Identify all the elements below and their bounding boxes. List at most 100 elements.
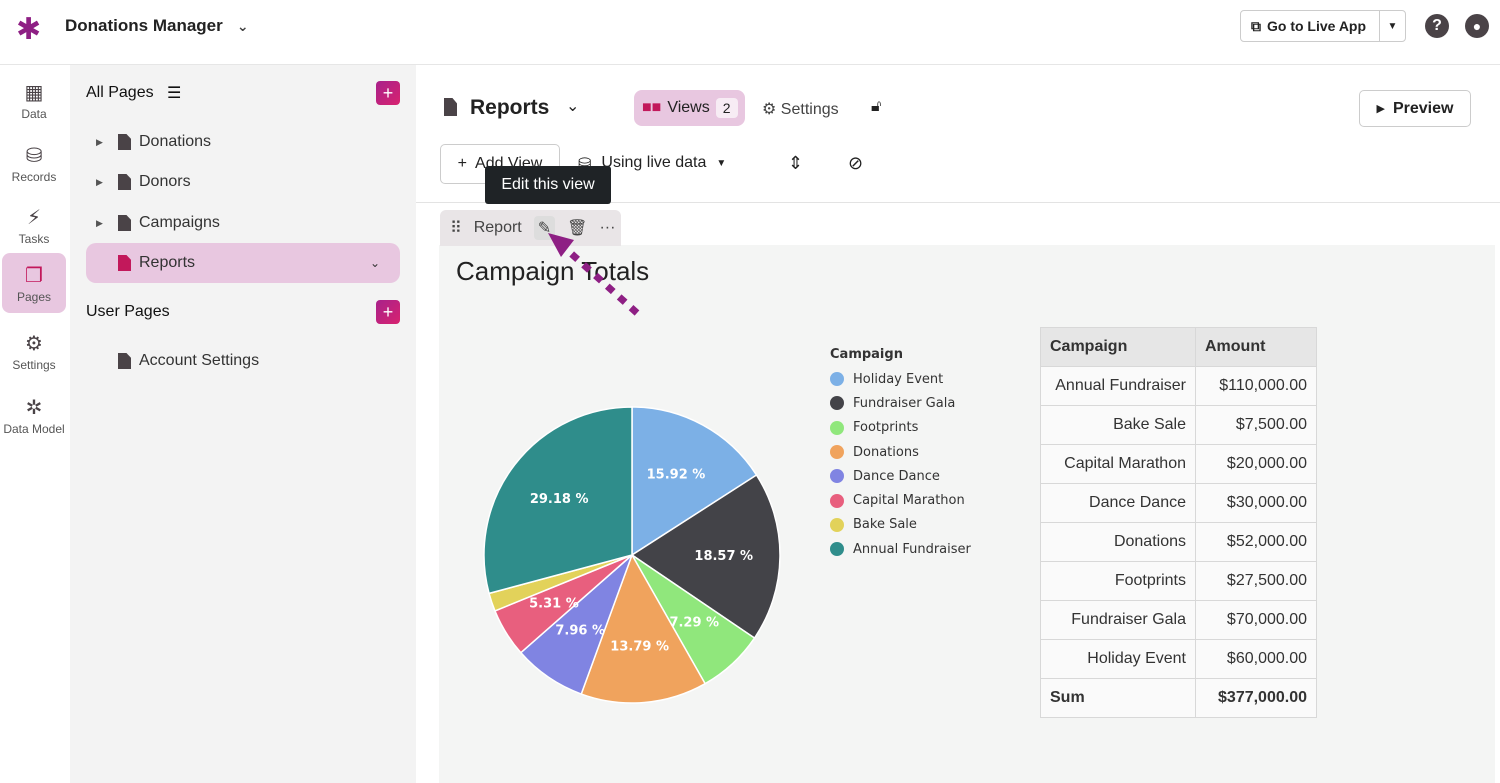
table-row: Footprints $27,500.00 <box>1040 561 1317 601</box>
cell-amount: $7,500.00 <box>1195 405 1317 445</box>
caret-right-icon[interactable]: ▶ <box>96 217 103 228</box>
edit-pencil-icon[interactable]: ✎ <box>533 216 556 240</box>
bolt-icon: ⚡ <box>26 206 42 229</box>
table-row: Fundraiser Gala $70,000.00 <box>1040 600 1317 640</box>
filter-icon[interactable]: ☰ <box>166 85 182 102</box>
pie-slice-label: 5.31 % <box>529 596 579 611</box>
pie-slice-label: 13.79 % <box>610 639 669 654</box>
settings-tab[interactable]: ⚙ Settings <box>762 99 839 119</box>
legend-item[interactable]: Donations <box>830 440 971 464</box>
table-row: Holiday Event $60,000.00 <box>1040 639 1317 679</box>
page-title: Reports <box>470 96 550 119</box>
page-menu-chevron-icon[interactable]: ⌄ <box>566 98 580 115</box>
pie-slice-label: 7.29 % <box>669 615 719 630</box>
chevron-down-icon[interactable]: ⌄ <box>369 256 380 270</box>
plus-icon: + <box>457 155 468 172</box>
caret-right-icon[interactable]: ▶ <box>96 136 103 147</box>
cell-campaign: Footprints <box>1040 561 1196 601</box>
external-link-icon: ⧉ <box>1251 17 1261 34</box>
graph-icon: ✲ <box>25 396 43 419</box>
pie-slice[interactable] <box>630 473 781 640</box>
rail-item-settings[interactable]: ⚙ Settings <box>2 321 66 381</box>
views-count-badge: 2 <box>715 98 738 118</box>
legend-item[interactable]: Holiday Event <box>830 367 971 391</box>
rail-item-tasks[interactable]: ⚡ Tasks <box>2 195 66 255</box>
all-pages-title: All Pages <box>86 84 154 101</box>
cell-campaign: Capital Marathon <box>1040 444 1196 484</box>
rail-label: Settings <box>12 357 56 372</box>
view-tab-report: ⠿ Report ✎ 🗑︎ ··· <box>440 210 621 246</box>
legend-swatch <box>830 396 844 411</box>
pie-slice[interactable] <box>580 553 707 704</box>
pie-slice[interactable] <box>631 406 758 557</box>
go-live-dropdown-button[interactable]: ▼ <box>1387 20 1398 32</box>
row-height-icon[interactable]: ⇕ <box>788 153 804 173</box>
pie-slice-label: 18.57 % <box>694 549 753 564</box>
help-icon[interactable]: ? <box>1425 14 1449 38</box>
sum-value: $377,000.00 <box>1195 678 1317 718</box>
legend-label: Capital Marathon <box>853 493 965 509</box>
legend-title: Campaign <box>830 347 903 362</box>
legend-item[interactable]: Dance Dance <box>830 464 971 488</box>
cell-campaign: Donations <box>1040 522 1196 562</box>
legend-item[interactable]: Capital Marathon <box>830 488 971 512</box>
page-label: Donations <box>139 133 212 150</box>
cell-amount: $60,000.00 <box>1195 639 1317 679</box>
page-item-campaigns[interactable]: ▶ Campaigns <box>86 203 400 243</box>
app-switcher[interactable]: Donations Manager ⌄ <box>65 16 249 36</box>
page-item-donations[interactable]: ▶ Donations <box>86 122 400 162</box>
page-item-reports[interactable]: Reports ⌄ <box>86 243 400 283</box>
legend-swatch <box>830 445 844 460</box>
drag-handle-icon[interactable]: ⠿ <box>450 220 462 237</box>
document-icon <box>118 134 131 150</box>
add-page-button[interactable]: + <box>376 81 400 105</box>
document-icon <box>118 174 131 190</box>
cell-amount: $30,000.00 <box>1195 483 1317 523</box>
caret-right-icon[interactable]: ▶ <box>96 176 103 187</box>
go-live-label: Go to Live App <box>1267 18 1367 34</box>
page-label: Account Settings <box>139 352 260 369</box>
tag-off-icon[interactable]: ⊘ <box>848 153 864 173</box>
legend-item[interactable]: Footprints <box>830 416 971 440</box>
legend-item[interactable]: Bake Sale <box>830 513 971 537</box>
page-item-donors[interactable]: ▶ Donors <box>86 162 400 202</box>
pages-icon: ❐ <box>25 264 43 287</box>
views-label: Views <box>667 99 710 116</box>
app-title: Donations Manager <box>65 16 223 35</box>
document-icon <box>118 353 131 369</box>
chevron-down-icon: ⌄ <box>236 18 249 34</box>
legend-label: Donations <box>853 444 919 460</box>
lock-icon[interactable]: 🔓︎ <box>871 98 882 115</box>
page-item-account-settings[interactable]: Account Settings <box>86 341 400 381</box>
legend-item[interactable]: Fundraiser Gala <box>830 391 971 415</box>
user-pages-header: User Pages + <box>86 297 400 327</box>
top-bar: ✱ Donations Manager ⌄ ⧉ Go to Live App ▼ … <box>0 0 1500 65</box>
views-tab[interactable]: ■■ Views 2 <box>634 90 745 126</box>
legend-item[interactable]: Annual Fundraiser <box>830 537 971 561</box>
rail-item-pages[interactable]: ❐ Pages <box>2 253 66 313</box>
page-label: Donors <box>139 173 191 190</box>
user-account-icon[interactable]: ● <box>1465 14 1489 38</box>
legend-label: Bake Sale <box>853 517 917 533</box>
document-icon <box>118 255 131 271</box>
column-header-amount: Amount <box>1195 327 1317 367</box>
add-user-page-button[interactable]: + <box>376 300 400 324</box>
table-icon: ▦ <box>24 81 44 104</box>
legend-swatch <box>830 469 844 484</box>
more-icon[interactable]: ··· <box>599 219 616 236</box>
rail-item-data-model[interactable]: ✲ Data Model <box>0 385 68 445</box>
campaign-table: Campaign Amount Annual Fundraiser $110,000… <box>1040 327 1317 718</box>
rail-item-records[interactable]: ⛁ Records <box>2 133 66 193</box>
pie-slice[interactable] <box>483 406 633 595</box>
rail-item-data[interactable]: ▦ Data <box>2 70 66 130</box>
trash-icon[interactable]: 🗑︎ <box>567 220 588 237</box>
pie-slice-label: 15.92 % <box>647 467 706 482</box>
app-logo-icon[interactable]: ✱ <box>16 13 42 46</box>
legend-swatch <box>830 542 844 557</box>
rail-label: Records <box>11 169 57 184</box>
page-label: Campaigns <box>139 214 220 231</box>
go-live-app-button[interactable]: ⧉ Go to Live App <box>1241 11 1380 41</box>
legend-label: Fundraiser Gala <box>853 395 956 411</box>
pie-chart: 15.92 % 18.57 % 7.29 %13.79 % 7.96 % 5.31 % 2… <box>483 406 781 704</box>
preview-button[interactable]: ▶ Preview <box>1359 90 1471 127</box>
